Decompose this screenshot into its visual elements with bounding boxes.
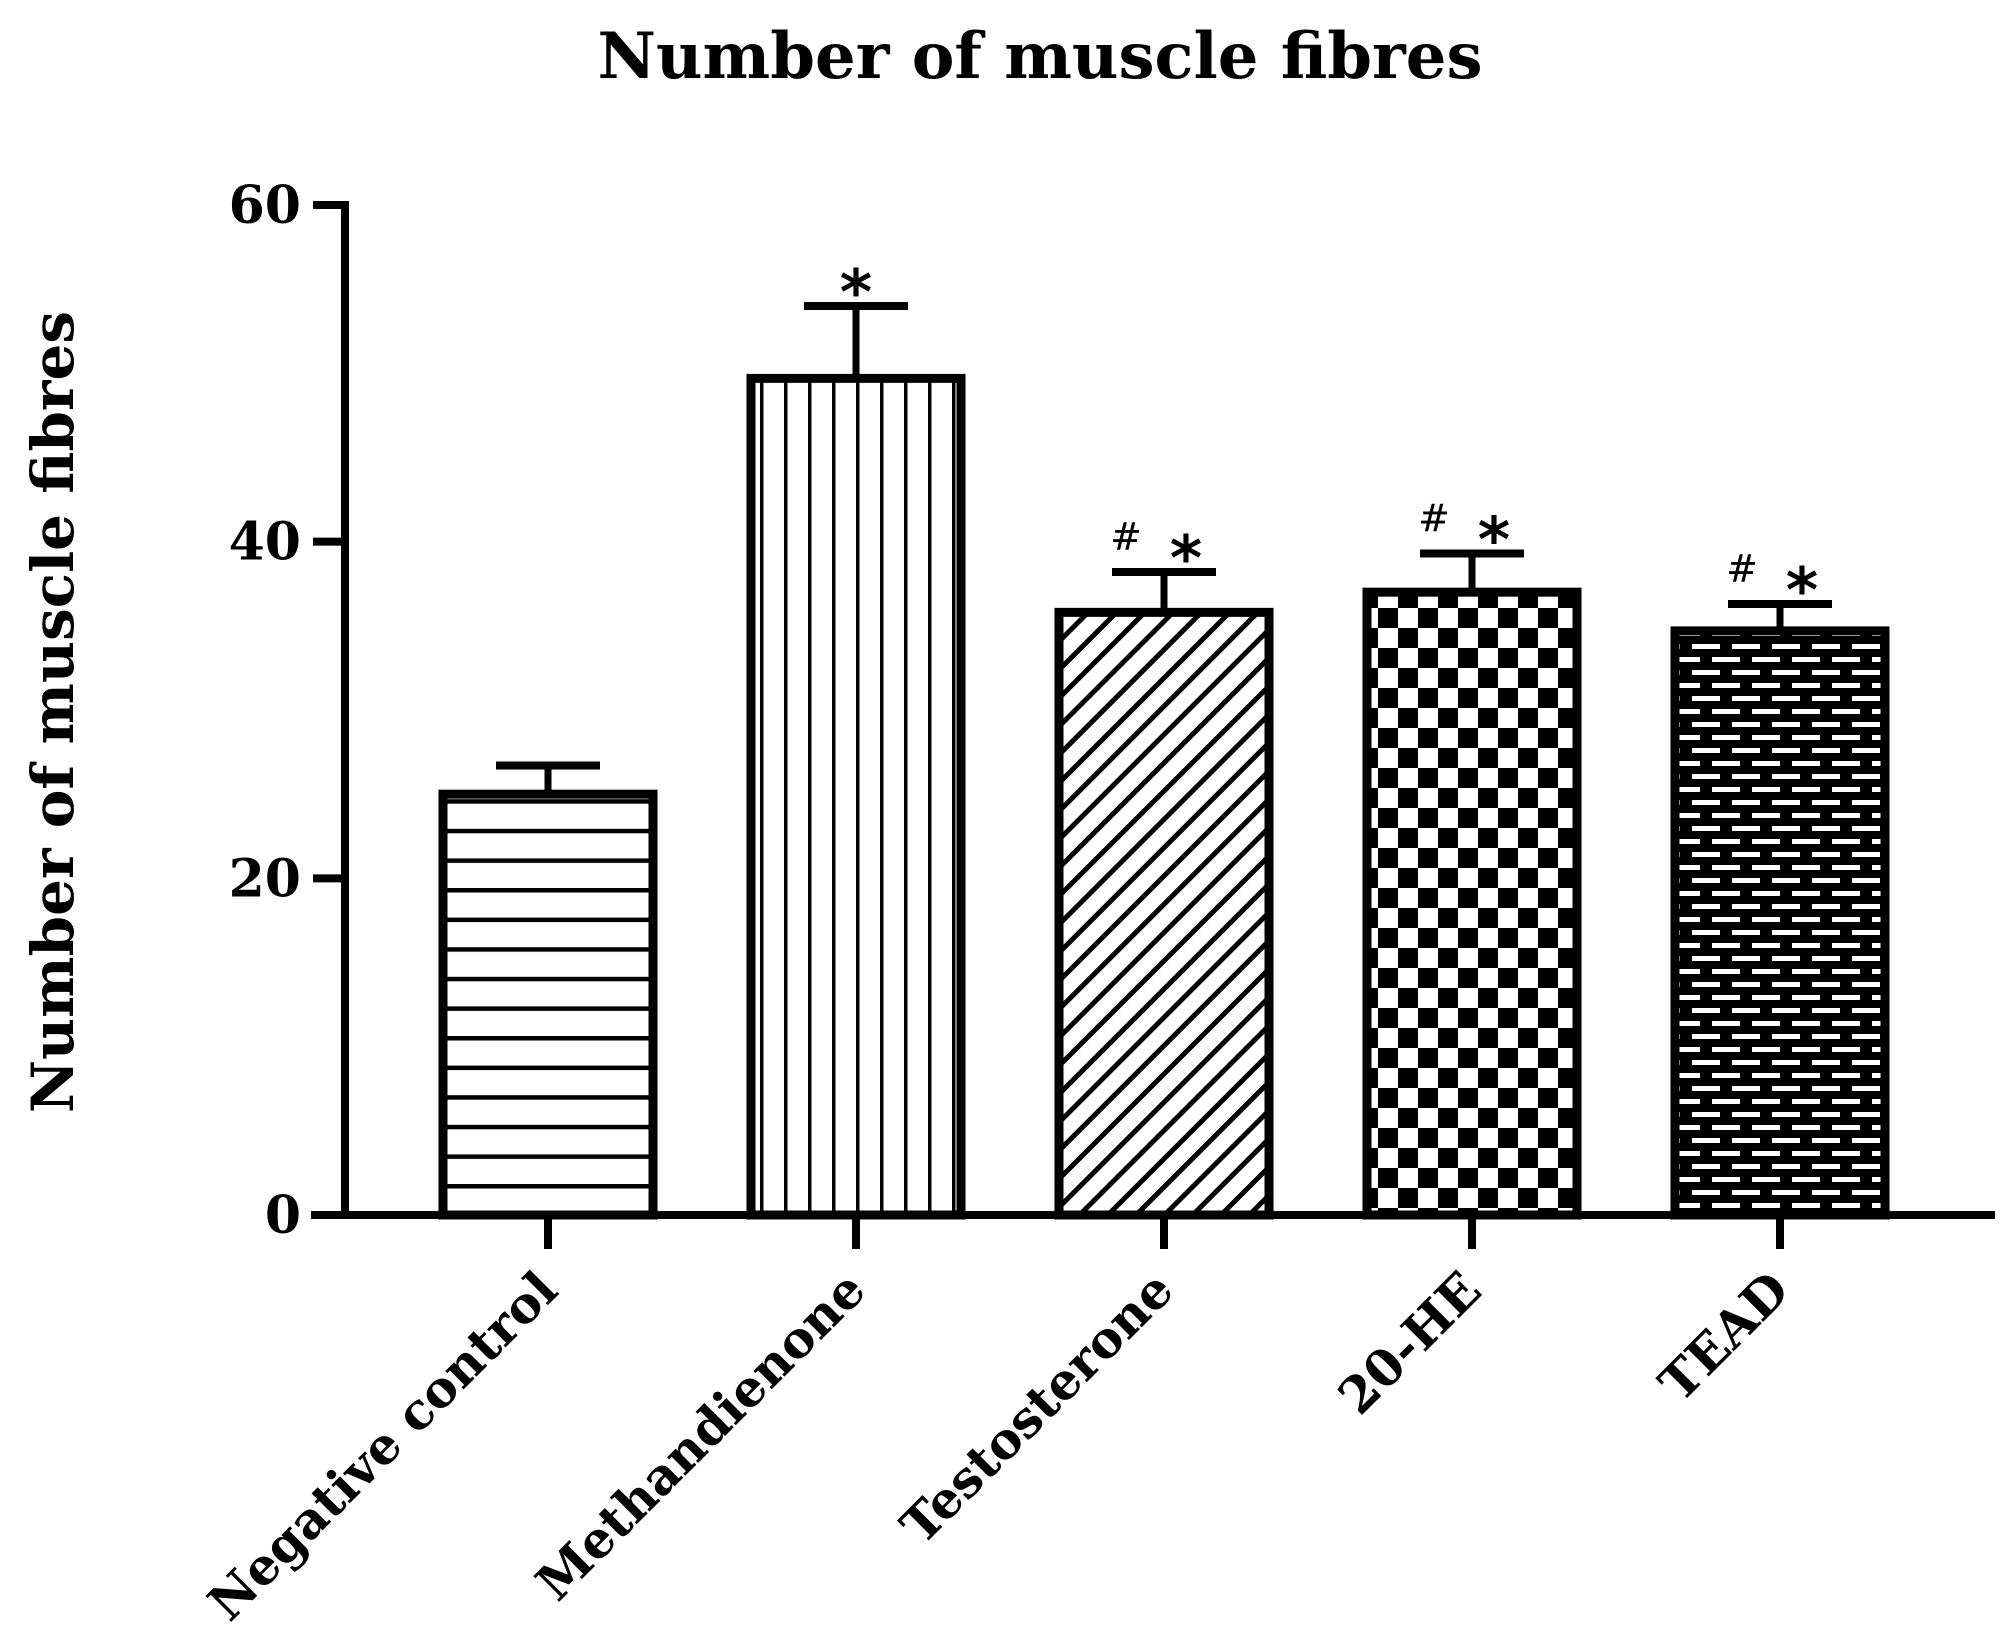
- x-category-label: TEAD: [1647, 1260, 1800, 1413]
- bars: [438, 302, 1890, 1220]
- bar: [1670, 626, 1890, 1220]
- significance-star: *: [1786, 554, 1818, 627]
- x-category-label: Testosterone: [889, 1260, 1184, 1555]
- x-category-label: 20-HE: [1327, 1260, 1493, 1426]
- chart-title: Number of muscle fibres: [597, 19, 1482, 94]
- y-tick-label: 20: [229, 848, 301, 909]
- significance-star: *: [1170, 522, 1202, 595]
- significance-star: *: [840, 256, 872, 329]
- significance-hash: #: [1418, 496, 1450, 540]
- significance-star: *: [1478, 503, 1510, 576]
- y-axis-ticks: 0 20 40 60: [229, 175, 345, 1246]
- significance-hash: #: [1110, 515, 1142, 559]
- significance-hash: #: [1726, 547, 1758, 591]
- x-category-label: Methandienone: [524, 1260, 876, 1612]
- bar: [1362, 587, 1582, 1220]
- x-category-label: Negative control: [196, 1260, 568, 1632]
- bar: [746, 373, 966, 1220]
- y-tick-label: 40: [229, 512, 301, 573]
- y-tick-label: 60: [229, 175, 301, 236]
- significance-marks: * # * # * # *: [840, 256, 1818, 627]
- y-axis-label: Number of muscle fibres: [19, 311, 87, 1113]
- bar: [438, 789, 658, 1220]
- y-tick-label: 0: [265, 1185, 301, 1246]
- bar: [1054, 607, 1274, 1220]
